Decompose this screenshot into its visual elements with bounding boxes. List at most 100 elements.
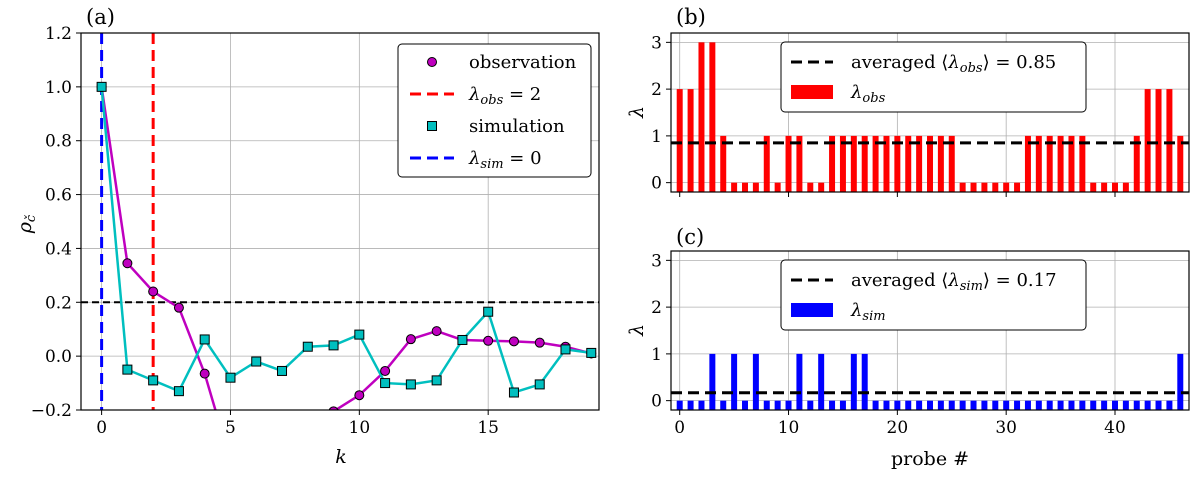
y-tick-label: 0.0 bbox=[45, 347, 72, 367]
bar bbox=[709, 353, 716, 410]
bar bbox=[1003, 182, 1010, 192]
panel-a-legend: observation λobs = 2 simulation λsim = 0 bbox=[397, 43, 592, 178]
legend-box bbox=[780, 259, 1087, 331]
bar bbox=[676, 400, 683, 410]
panel-a-chart: 0 5 10 15 −0.2 0.0 0.2 0.4 0.6 0.8 1.0 1.2 (a) k ρč… bbox=[14, 5, 600, 468]
panel-c-label: (c) bbox=[676, 225, 704, 249]
panel-a-ylabel: ρč bbox=[14, 214, 39, 234]
y-tick-label: 1.0 bbox=[45, 78, 72, 98]
panel-b-ylabel: λ bbox=[626, 106, 648, 119]
observation-point bbox=[226, 457, 235, 466]
bar bbox=[742, 400, 748, 410]
bar bbox=[992, 182, 999, 192]
bar bbox=[785, 135, 792, 192]
bar bbox=[829, 400, 836, 410]
legend-simulation-marker bbox=[427, 121, 437, 131]
bar bbox=[1112, 400, 1118, 410]
y-tick-label: 0.6 bbox=[45, 186, 72, 206]
panel-a-frame bbox=[80, 32, 600, 411]
panel-a-label: (a) bbox=[86, 5, 115, 29]
y-tick-label: 0.8 bbox=[45, 132, 72, 152]
bar bbox=[1057, 135, 1064, 192]
legend-bar-label: λobs bbox=[850, 82, 886, 106]
simulation-point bbox=[199, 334, 210, 345]
legend-average-label: averaged ⟨λsim⟩ = 0.17 bbox=[851, 270, 1057, 294]
bar bbox=[839, 400, 846, 410]
x-tick-label: 40 bbox=[1104, 418, 1126, 438]
y-tick-label: 0.4 bbox=[45, 239, 72, 259]
y-tick-label: −0.2 bbox=[31, 401, 72, 421]
bar bbox=[676, 89, 683, 192]
x-tick-label: 30 bbox=[995, 418, 1017, 438]
observation-point bbox=[431, 326, 442, 337]
bar bbox=[1144, 89, 1151, 192]
bar bbox=[937, 400, 944, 410]
simulation-point bbox=[405, 379, 416, 390]
y-tick-label: 0 bbox=[651, 174, 662, 194]
bar bbox=[1133, 135, 1140, 192]
simulation-point bbox=[508, 387, 519, 398]
bar bbox=[959, 400, 966, 410]
simulation-point bbox=[173, 386, 184, 397]
bar bbox=[818, 353, 825, 410]
observation-point bbox=[534, 337, 545, 348]
bar bbox=[916, 135, 923, 192]
bar bbox=[1122, 182, 1129, 192]
simulation-point bbox=[225, 372, 236, 383]
bar bbox=[1068, 135, 1075, 192]
bar bbox=[850, 135, 857, 192]
bar bbox=[1101, 400, 1108, 410]
bar bbox=[1079, 400, 1086, 410]
bar bbox=[763, 400, 770, 410]
bar bbox=[1101, 182, 1108, 192]
simulation-point bbox=[302, 341, 313, 352]
x-tick-label: 5 bbox=[225, 418, 236, 438]
bar bbox=[763, 135, 770, 192]
bar bbox=[883, 135, 890, 192]
panel-b-label: (b) bbox=[676, 5, 706, 29]
x-tick-label: 20 bbox=[887, 418, 909, 438]
observation-point bbox=[483, 335, 494, 346]
observation-point bbox=[508, 336, 519, 347]
bar bbox=[796, 135, 803, 192]
bar bbox=[927, 400, 933, 410]
observation-point bbox=[199, 368, 210, 379]
bar bbox=[970, 400, 977, 410]
bar bbox=[1122, 400, 1129, 410]
simulation-point bbox=[586, 347, 597, 358]
bar bbox=[1155, 400, 1162, 410]
y-tick-label: 0.2 bbox=[45, 293, 72, 313]
panel-b-legend: averaged ⟨λobs⟩ = 0.85 λobs bbox=[780, 41, 1087, 113]
bar bbox=[839, 135, 846, 192]
simulation-point bbox=[96, 81, 107, 92]
simulation-point bbox=[122, 364, 133, 375]
bar bbox=[1014, 182, 1021, 192]
bar bbox=[720, 400, 727, 410]
legend-average-label: averaged ⟨λobs⟩ = 0.85 bbox=[851, 52, 1056, 76]
bar bbox=[709, 42, 716, 192]
bar bbox=[752, 353, 759, 410]
simulation-line bbox=[100, 86, 592, 395]
bar bbox=[1155, 89, 1162, 192]
observation-point bbox=[380, 365, 391, 376]
bar bbox=[959, 182, 966, 192]
bar bbox=[1090, 182, 1097, 192]
observation-point bbox=[122, 258, 133, 269]
bar bbox=[807, 400, 814, 410]
bar bbox=[818, 182, 825, 192]
y-tick-label: 0 bbox=[651, 392, 662, 412]
bar bbox=[807, 182, 814, 192]
bar bbox=[1068, 400, 1075, 410]
bar bbox=[698, 42, 705, 192]
bar bbox=[1090, 400, 1097, 410]
bar bbox=[970, 182, 977, 192]
bar bbox=[1035, 135, 1042, 192]
panel-c-chart: 0 10 20 30 40 0 1 2 3 (c) λ probe # averaged ⟨λs… bbox=[626, 225, 1190, 470]
bar bbox=[861, 135, 868, 192]
legend-box bbox=[397, 43, 592, 178]
simulation-point bbox=[354, 329, 365, 340]
bar bbox=[850, 353, 857, 410]
simulation-point bbox=[534, 379, 545, 390]
bar bbox=[1177, 353, 1184, 410]
